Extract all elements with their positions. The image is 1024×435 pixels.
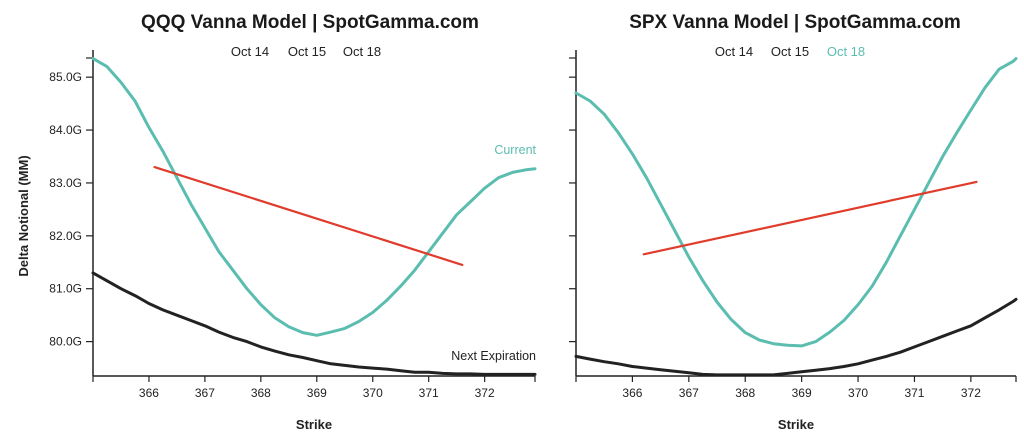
series-line-trend <box>153 166 464 266</box>
series-line-current <box>91 57 537 337</box>
x-tick-label: 371 <box>419 386 439 400</box>
series-annotation: Current <box>494 143 536 157</box>
legend-item: Oct 18 <box>343 44 381 59</box>
x-tick-label: 372 <box>961 386 981 400</box>
x-tick-label: 367 <box>195 386 215 400</box>
x-tick-label: 372 <box>475 386 495 400</box>
series-line-series-0 <box>574 57 1018 348</box>
x-tick-label: 366 <box>139 386 159 400</box>
x-tick-label: 369 <box>307 386 327 400</box>
x-axis-label: Strike <box>296 417 332 432</box>
chart-title: QQQ Vanna Model | SpotGamma.com <box>141 12 479 33</box>
x-tick-label: 367 <box>679 386 699 400</box>
y-tick-label: 80.0G <box>49 335 82 349</box>
y-tick-label: 85.0G <box>49 70 82 84</box>
chart-0: QQQ Vanna Model | SpotGamma.com Oct 14 Oct… <box>16 12 537 432</box>
y-axis-label: Delta Notional (MM) <box>16 155 31 276</box>
y-tick-label: 81.0G <box>49 282 82 296</box>
series-line-series-1 <box>574 297 1018 377</box>
x-tick-label: 368 <box>251 386 271 400</box>
y-tick-label: 84.0G <box>49 123 82 137</box>
x-tick-label: 368 <box>735 386 755 400</box>
y-tick-label: 82.0G <box>49 229 82 243</box>
x-tick-label: 371 <box>904 386 924 400</box>
legend-item: Oct 14 <box>231 44 269 59</box>
chart-title: SPX Vanna Model | SpotGamma.com <box>629 12 961 33</box>
legend-item: Oct 15 <box>288 44 326 59</box>
x-tick-label: 370 <box>848 386 868 400</box>
x-tick-label: 366 <box>622 386 642 400</box>
series-line-next-expiration <box>91 271 537 376</box>
legend-item: Oct 14 <box>715 44 753 59</box>
x-axis-label: Strike <box>778 417 814 432</box>
legend-item: Oct 18 <box>827 44 865 59</box>
series-annotation: Next Expiration <box>451 349 536 363</box>
x-tick-label: 370 <box>363 386 383 400</box>
chart-1: SPX Vanna Model | SpotGamma.com Oct 14 Oct… <box>569 12 1018 432</box>
x-tick-label: 369 <box>792 386 812 400</box>
legend-item: Oct 15 <box>771 44 809 59</box>
y-tick-label: 83.0G <box>49 176 82 190</box>
series-line-series-2 <box>642 180 978 256</box>
